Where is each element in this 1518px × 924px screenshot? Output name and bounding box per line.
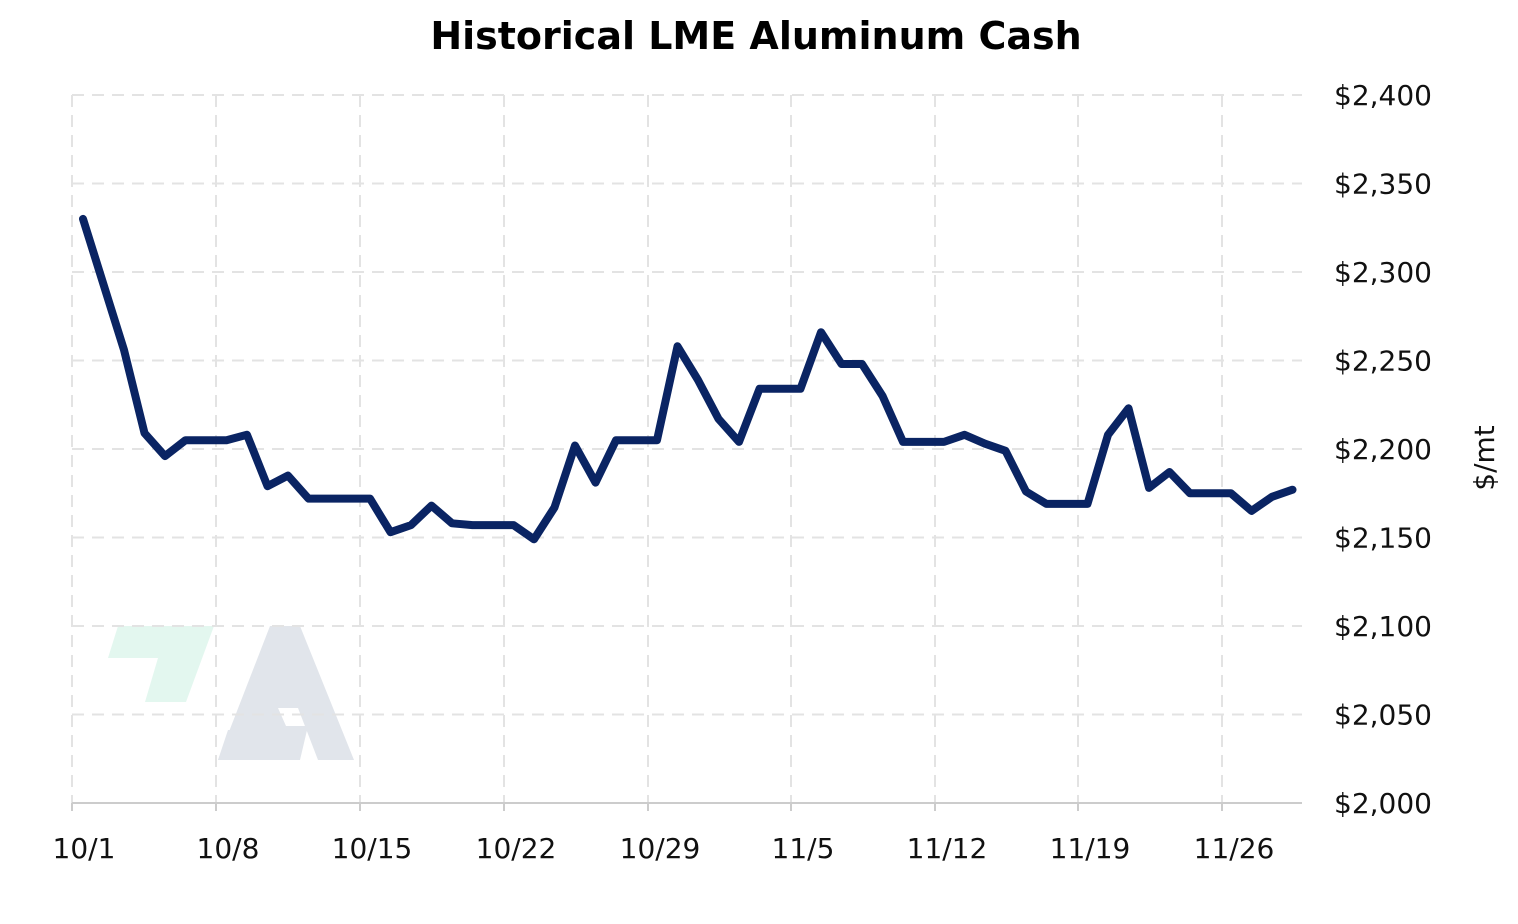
y-axis-labels: $2,000 $2,050 $2,100 $2,150 $2,200 $2,250 $2,3… <box>1334 79 1432 820</box>
x-tick-label: 10/1 <box>53 832 116 865</box>
y-tick-label: $2,000 <box>1334 787 1432 820</box>
y-tick-label: $2,050 <box>1334 699 1432 732</box>
x-tick-label: 10/29 <box>620 832 701 865</box>
vertical-grid <box>71 95 1223 803</box>
y-tick-label: $2,150 <box>1334 522 1432 555</box>
y-tick-label: $2,350 <box>1334 168 1432 201</box>
y-axis-title: $/mt <box>1468 425 1501 491</box>
y-tick-label: $2,300 <box>1334 256 1432 289</box>
horizontal-grid <box>72 94 1302 716</box>
y-tick-label: $2,400 <box>1334 79 1432 112</box>
x-tick-label: 10/15 <box>332 832 413 865</box>
chart-title: Historical LME Aluminum Cash <box>430 14 1082 58</box>
y-tick-label: $2,100 <box>1334 610 1432 643</box>
y-tick-label: $2,200 <box>1334 433 1432 466</box>
aluminum-cash-line <box>79 214 1297 544</box>
x-tick-label: 10/22 <box>476 832 557 865</box>
watermark-logo <box>108 626 354 760</box>
x-tick-label: 11/19 <box>1050 832 1131 865</box>
x-tick-label: 10/8 <box>197 832 260 865</box>
x-tick-label: 11/26 <box>1194 832 1275 865</box>
x-axis-labels: 10/1 10/8 10/15 10/22 10/29 11/5 11/12 11/19 11/… <box>53 832 1275 865</box>
x-axis-ticks <box>71 803 1223 811</box>
y-tick-label: $2,250 <box>1334 345 1432 378</box>
x-tick-label: 11/12 <box>907 832 988 865</box>
x-tick-label: 11/5 <box>772 832 835 865</box>
